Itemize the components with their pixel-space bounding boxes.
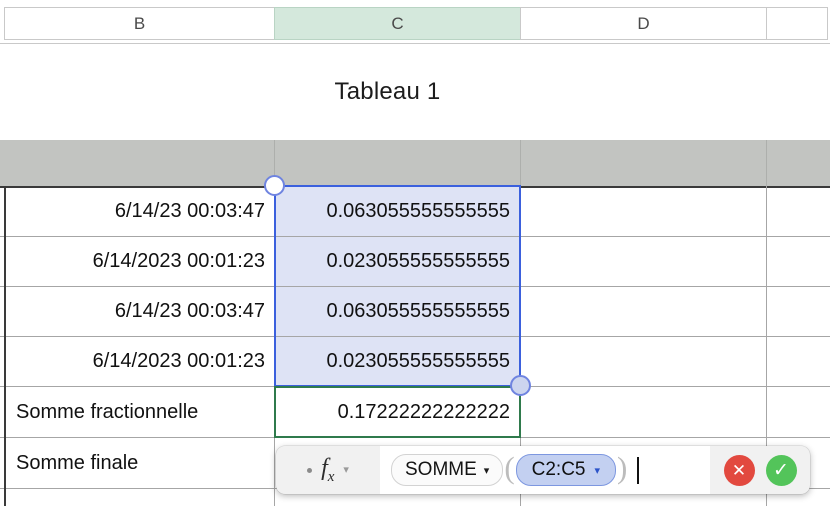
cell-c3[interactable]: 0.023055555555555: [276, 237, 519, 286]
confirm-formula-button[interactable]: ✓: [765, 454, 797, 486]
cell-b5[interactable]: 6/14/2023 00:01:23: [92, 350, 265, 372]
fx-letter: f: [321, 454, 328, 481]
column-header-d-label: D: [637, 13, 650, 33]
selection-handle-top-left[interactable]: [264, 175, 285, 196]
grid-line-col-de: [766, 186, 767, 506]
selection-handle-bottom-right[interactable]: [510, 375, 531, 396]
grid-line-1: [0, 236, 830, 237]
header-band-divider-cd: [520, 140, 521, 186]
grid-line-left-edge: [4, 186, 6, 506]
formula-range-label: C2:C5: [531, 459, 586, 480]
grid-line-3: [0, 336, 830, 337]
column-header-b-label: B: [133, 13, 146, 33]
cell-b2[interactable]: 6/14/23 00:03:47: [114, 200, 265, 222]
formula-function-name: SOMME: [405, 459, 477, 480]
column-header-strip: B C D: [0, 0, 830, 44]
cell-b6-somme-fractionnelle[interactable]: Somme fractionnelle: [16, 400, 199, 423]
column-header-c-label: C: [391, 13, 404, 33]
column-header-c[interactable]: C: [274, 7, 520, 40]
chevron-down-icon[interactable]: ▾: [343, 463, 349, 476]
cell-c2[interactable]: 0.063055555555555: [276, 187, 519, 236]
cell-b4[interactable]: 6/14/23 00:03:47: [114, 300, 265, 322]
column-header-d[interactable]: D: [520, 7, 766, 40]
cell-c4[interactable]: 0.063055555555555: [276, 287, 519, 336]
header-band-divider-de: [766, 140, 767, 186]
table-header-band: [0, 140, 830, 186]
formula-input-field[interactable]: SOMME ▾ ( C2:C5 ▾ ): [380, 446, 710, 494]
formula-editor-actions[interactable]: ✕ ✓: [710, 446, 810, 494]
table-title: Tableau 1: [334, 78, 441, 105]
column-header-e[interactable]: [766, 7, 828, 40]
cell-b7-somme-finale[interactable]: Somme finale: [16, 451, 139, 474]
cancel-formula-button[interactable]: ✕: [723, 454, 755, 486]
formula-editor[interactable]: fx ▾ SOMME ▾ ( C2:C5 ▾ ) ✕ ✓: [276, 446, 810, 494]
formula-token-function[interactable]: SOMME ▾: [391, 454, 504, 486]
header-band-divider-bc: [274, 140, 275, 186]
range-caret-down-icon[interactable]: ▾: [594, 464, 601, 477]
spreadsheet-grid[interactable]: 6/14/23 00:03:47 0.063055555555555 6/14/…: [0, 140, 830, 506]
formula-dot-icon: [307, 467, 313, 473]
cell-c5[interactable]: 0.023055555555555: [276, 337, 519, 386]
formula-fx-group[interactable]: fx ▾: [276, 446, 380, 494]
formula-close-paren: ): [617, 450, 628, 486]
cell-b3[interactable]: 6/14/2023 00:01:23: [92, 250, 265, 272]
text-cursor: [637, 456, 640, 484]
grid-line-2: [0, 286, 830, 287]
cell-c6-somme-fractionnelle-value[interactable]: 0.17222222222222: [337, 400, 510, 423]
grid-line-col-bc: [274, 186, 275, 506]
function-fx-icon[interactable]: fx: [321, 456, 334, 485]
function-caret-down-icon[interactable]: ▾: [483, 464, 490, 477]
formula-open-paren: (: [504, 450, 515, 486]
column-header-b[interactable]: B: [4, 7, 274, 40]
fx-subscript: x: [327, 468, 335, 485]
formula-token-cell-range[interactable]: C2:C5 ▾: [515, 454, 617, 486]
